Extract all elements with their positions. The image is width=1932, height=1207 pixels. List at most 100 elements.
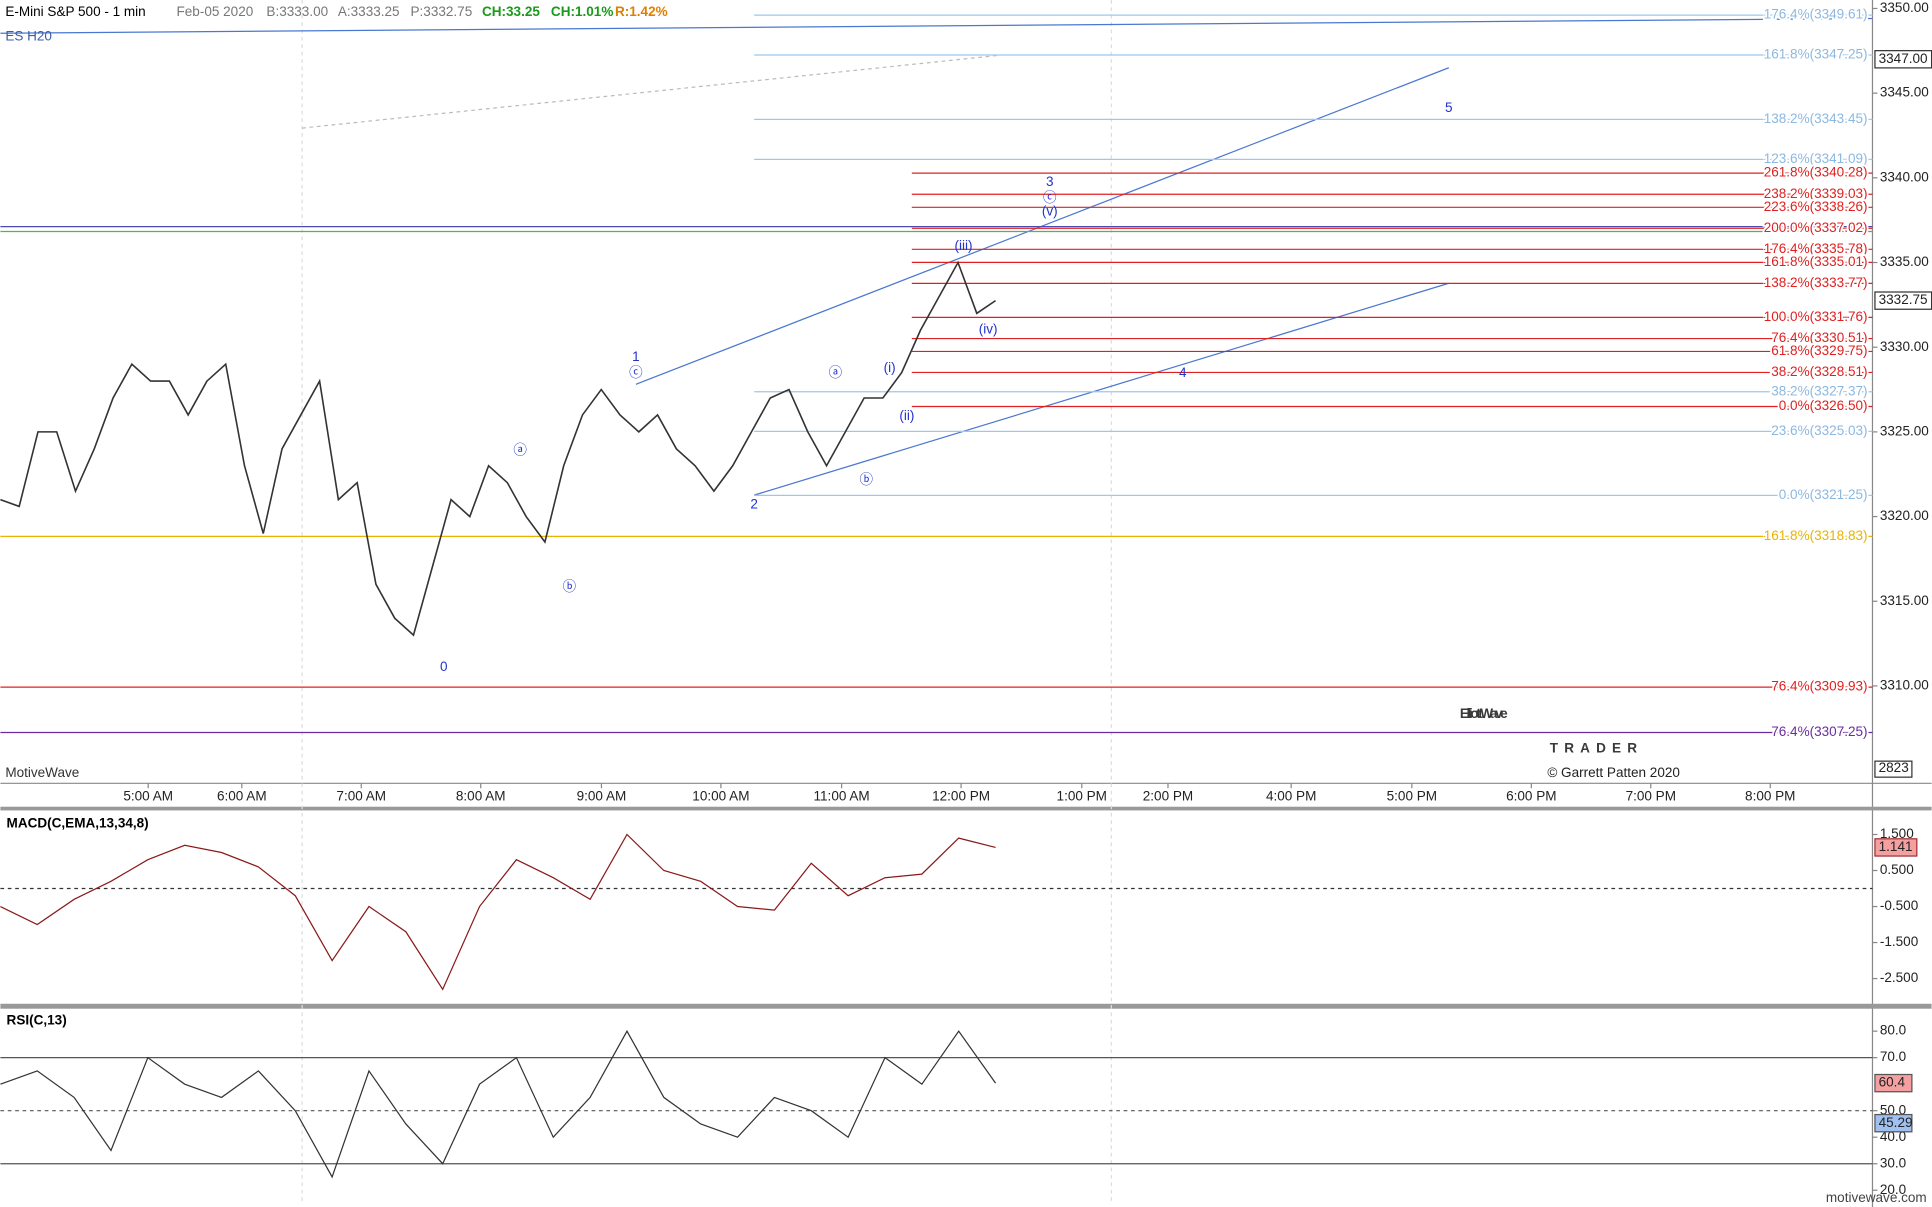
price-tag-label: 3332.75: [1879, 292, 1928, 307]
fib-label: 76.4%(3309.93): [1771, 679, 1867, 694]
divider: [0, 1003, 1932, 1009]
macd-line: [0, 833, 996, 991]
value-tag: [1874, 1113, 1913, 1133]
contract: ES H20: [5, 29, 52, 44]
fib-label: 138.2%(3343.45): [1764, 111, 1868, 126]
y-tick-label: 3330.00: [1880, 339, 1929, 354]
fib-label: 0.0%(3326.50): [1779, 398, 1868, 413]
wave-label: ⓒ: [629, 365, 643, 380]
y-tick-label: 3320.00: [1880, 508, 1929, 523]
x-tick-label: 5:00 PM: [1387, 788, 1437, 803]
x-tick-label: 11:00 AM: [814, 788, 870, 803]
x-tick-label: 10:00 AM: [692, 788, 749, 803]
x-tick-label: 5:00 AM: [123, 788, 173, 803]
y-tick-label: 30.0: [1880, 1155, 1906, 1170]
fib-label: 161.8%(3335.01): [1764, 254, 1868, 269]
fib-label: 76.4%(3307.25): [1771, 724, 1867, 739]
wave-label: ⓒ: [1043, 190, 1057, 205]
trend-line: [302, 54, 999, 129]
divider: [0, 806, 1932, 811]
footer: motivewave.com: [1826, 1190, 1927, 1205]
panel-title: MACD(C,EMA,13,34,8): [7, 816, 149, 831]
logo: TRADER: [1550, 740, 1643, 755]
watermark: MotiveWave: [5, 765, 79, 780]
fib-label: 38.2%(3327.37): [1771, 383, 1867, 398]
y-tick-label: 3325.00: [1880, 423, 1929, 438]
header-change-pct: CH:1.01%: [551, 4, 613, 19]
y-tick-label: 3310.00: [1880, 678, 1929, 693]
y-tick-label: 3315.00: [1880, 593, 1929, 608]
y-tick-label: 3345.00: [1880, 85, 1929, 100]
value-tag-label: 60.4: [1879, 1075, 1906, 1090]
y-tick-label: -0.500: [1880, 898, 1918, 913]
wave-label: 2: [750, 497, 758, 512]
header-date: Feb-05 2020: [177, 4, 254, 19]
fib-label: 200.0%(3337.02): [1764, 220, 1868, 235]
fib-label: 76.4%(3330.51): [1771, 330, 1867, 345]
y-tick-label: 1.500: [1880, 826, 1914, 841]
fib-label: 261.8%(3340.28): [1764, 165, 1868, 180]
fib-label: 61.8%(3329.75): [1771, 343, 1867, 358]
y-tick-label: 80.0: [1880, 1023, 1906, 1038]
header-change: CH:33.25: [482, 4, 540, 19]
wave-label: ⓐ: [513, 442, 527, 457]
x-tick-label: 7:00 AM: [336, 788, 386, 803]
wave-label: ⓑ: [563, 579, 577, 594]
logo: ElliottWave: [1460, 706, 1508, 721]
x-tick-label: 7:00 PM: [1626, 788, 1676, 803]
header-bid: B:3333.00: [266, 4, 328, 19]
value-tag-label: 1.141: [1879, 839, 1913, 854]
x-tick-label: 4:00 PM: [1266, 788, 1316, 803]
x-tick-label: 9:00 AM: [577, 788, 627, 803]
wave-label: ⓑ: [859, 472, 873, 487]
y-tick-label: 50.0: [1880, 1102, 1906, 1117]
x-tick-label: 8:00 AM: [456, 788, 506, 803]
fib-label: 38.2%(3328.51): [1771, 364, 1867, 379]
trend-line: [0, 17, 1873, 34]
price-tag-label: 3347.00: [1879, 51, 1928, 66]
value-tag-label: 45.29: [1879, 1115, 1913, 1130]
x-tick-label: 8:00 PM: [1745, 788, 1795, 803]
header-range: R:1.42%: [615, 4, 668, 19]
fib-label: 123.6%(3341.09): [1764, 151, 1868, 166]
volume-tag: 2823: [1879, 760, 1909, 775]
wave-label: (v): [1042, 203, 1058, 218]
wave-label: (ii): [899, 408, 914, 423]
wave-label: 4: [1179, 365, 1187, 380]
fib-label: 223.6%(3338.26): [1764, 199, 1868, 214]
wave-label: (iii): [955, 238, 973, 253]
header-symbol: E-Mini S&P 500 - 1 min: [5, 4, 145, 19]
x-tick-label: 12:00 PM: [932, 788, 990, 803]
header-ask: A:3333.25: [338, 4, 400, 19]
y-tick-label: -2.500: [1880, 970, 1918, 985]
fib-label: 176.4%(3335.78): [1764, 241, 1868, 256]
fib-label: 100.0%(3331.76): [1764, 309, 1868, 324]
fib-label: 161.8%(3318.83): [1764, 528, 1868, 543]
fib-label: 176.4%(3349.61): [1764, 7, 1868, 22]
header-price: P:3332.75: [411, 4, 473, 19]
fib-label: 238.2%(3339.03): [1764, 186, 1868, 201]
y-tick-label: 3340.00: [1880, 169, 1929, 184]
fib-label: 23.6%(3325.03): [1771, 423, 1867, 438]
y-tick-label: 3350.00: [1880, 0, 1929, 15]
y-tick-label: 70.0: [1880, 1049, 1906, 1064]
copyright: © Garrett Patten 2020: [1547, 765, 1680, 780]
volume-tag-box: [1874, 760, 1913, 778]
wave-label: 1: [632, 349, 640, 364]
y-tick-label: -1.500: [1880, 934, 1918, 949]
wave-label: 0: [440, 659, 448, 674]
y-tick-label: 20.0: [1880, 1182, 1906, 1197]
channel-line: [753, 282, 1449, 496]
x-tick-label: 2:00 PM: [1143, 788, 1193, 803]
wave-label: ⓐ: [829, 365, 843, 380]
x-tick-label: 1:00 PM: [1057, 788, 1107, 803]
fib-label: 0.0%(3321.25): [1779, 487, 1868, 502]
x-tick-label: 6:00 PM: [1506, 788, 1556, 803]
y-tick-label: 0.500: [1880, 862, 1914, 877]
wave-label: (i): [884, 360, 896, 375]
rsi-line: [0, 1029, 997, 1179]
